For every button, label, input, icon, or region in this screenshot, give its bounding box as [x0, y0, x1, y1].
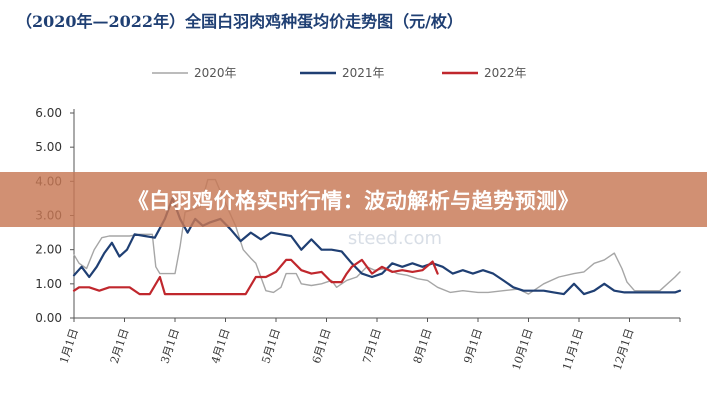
x-tick-label: 11月1日	[560, 327, 586, 372]
series-line-1	[73, 178, 681, 295]
x-tick-label: 8月1日	[411, 327, 434, 365]
x-tick-label: 10月1日	[510, 327, 536, 372]
x-tick-label: 2月1日	[108, 327, 131, 365]
article-title: 《白羽鸡价格实时行情：波动解析与趋势预测》	[127, 188, 580, 213]
x-tick-label: 3月1日	[158, 327, 181, 365]
x-tick-label: 9月1日	[461, 327, 484, 365]
chart-title: （2020年—2022年）全国白羽肉鸡种蛋均价走势图（元/枚）	[16, 12, 463, 31]
series-line-3	[72, 258, 439, 296]
watermark: steed.com	[348, 228, 442, 249]
x-tick-label: 5月1日	[259, 327, 282, 365]
x-tick-label: 12月1日	[611, 327, 637, 372]
y-tick-label: 0.00	[35, 311, 62, 325]
y-tick-label: 5.00	[35, 140, 62, 154]
legend: 2020年 2021年 2022年	[152, 66, 527, 80]
article-title-banner: 《白羽鸡价格实时行情：波动解析与趋势预测》	[0, 172, 707, 227]
legend-label: 2022年	[484, 66, 527, 80]
x-tick-label: 1月1日	[57, 327, 80, 365]
x-tick-label: 6月1日	[310, 327, 333, 365]
x-tick-label: 7月1日	[360, 327, 383, 365]
x-tick-label: 4月1日	[209, 327, 232, 365]
y-tick-label: 1.00	[35, 277, 62, 291]
y-tick-label: 2.00	[35, 243, 62, 257]
legend-label: 2020年	[194, 66, 237, 80]
y-tick-label: 6.00	[35, 106, 62, 120]
legend-label: 2021年	[342, 66, 385, 80]
